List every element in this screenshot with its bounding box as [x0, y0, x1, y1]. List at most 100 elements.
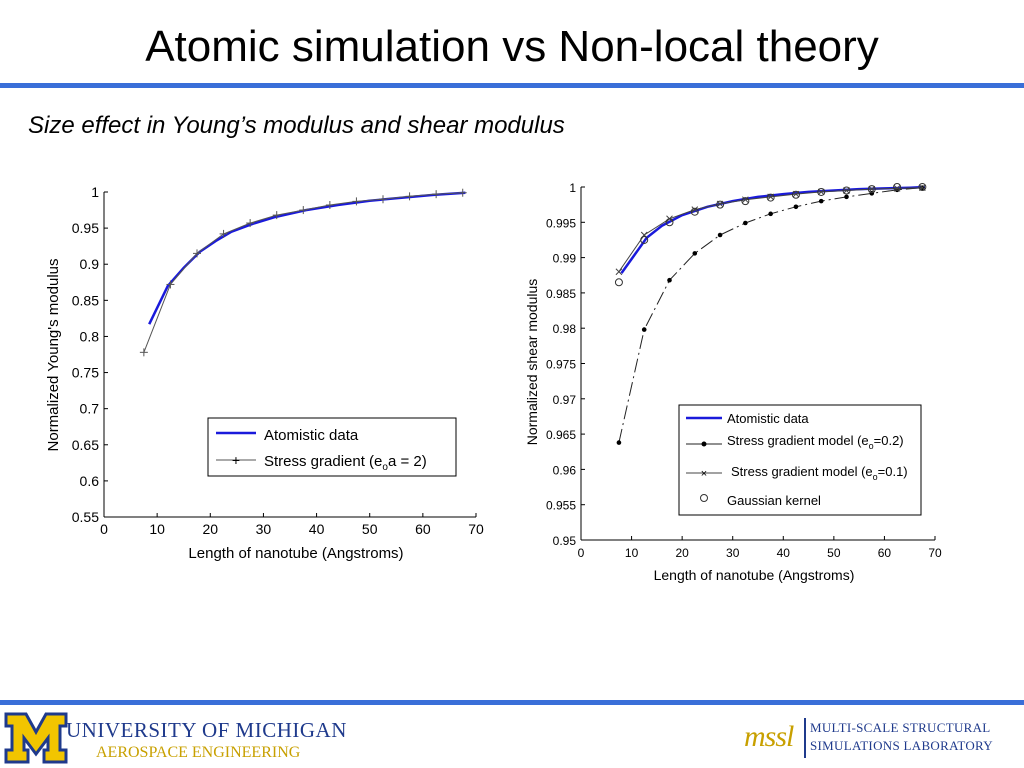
y-tick-label: 0.97 — [553, 393, 577, 407]
x-tick-label: 0 — [578, 546, 585, 560]
y-tick-label: 0.6 — [80, 473, 100, 489]
chart-legend: Atomistic data Stress gradient model (eo… — [678, 404, 922, 516]
legend-label-stress-02: Stress gradient model (eo=0.2) — [727, 433, 904, 451]
series-1-1-point — [768, 211, 773, 217]
series-0-1-point — [219, 229, 228, 238]
series-1-3-point — [690, 207, 699, 216]
footer-divider — [0, 700, 1024, 705]
y-tick-label: 0.95 — [553, 534, 577, 548]
department-name: AEROSPACE ENGINEERING — [96, 744, 301, 761]
series-1-3-point — [842, 186, 851, 195]
x-tick-label: 30 — [256, 521, 272, 537]
series-1-1-point — [717, 232, 723, 238]
y-tick-label: 0.955 — [546, 499, 576, 513]
x-tick-label: 60 — [878, 546, 892, 560]
x-tick-label: 10 — [625, 546, 639, 560]
chart-marks — [614, 183, 927, 445]
series-1-2-point — [691, 206, 699, 213]
series-1-3-point — [893, 183, 902, 191]
chart-marks — [139, 188, 467, 357]
y-tick-label: 1 — [91, 184, 99, 200]
y-tick-label: 0.985 — [546, 287, 576, 301]
series-1-2-line — [618, 187, 923, 272]
series-0-1-point — [193, 249, 201, 258]
y-tick-label: 0.8 — [80, 328, 100, 344]
series-1-3-point — [817, 187, 826, 196]
series-0-1-point — [272, 211, 281, 220]
series-1-3-point — [766, 193, 775, 202]
block-m-icon — [4, 712, 68, 764]
y-tick-label: 0.99 — [553, 252, 577, 266]
slide-title: Atomic simulation vs Non-local theory — [145, 22, 879, 71]
x-tick-label: 0 — [100, 521, 108, 537]
y-tick-label: 0.995 — [546, 216, 576, 230]
series-1-3-point — [640, 235, 649, 244]
legend-label-gaussian: Gaussian kernel — [727, 493, 821, 508]
series-0-1-point — [405, 192, 414, 201]
legend-marker-plus: + — [232, 452, 240, 468]
legend-label-atomistic: Atomistic data — [264, 427, 359, 444]
y-tick-label: 0.98 — [553, 322, 577, 336]
title-divider — [0, 83, 1024, 88]
chart-legend: Atomistic data + Stress gradient (eoa = … — [207, 417, 457, 477]
series-0-1-point — [166, 280, 175, 289]
y-tick-label: 0.7 — [80, 401, 100, 417]
y-tick-label: 0.85 — [72, 292, 99, 308]
lab-logo: mssl MULTI-SCALE STRUCTURAL SIMULATIONS … — [724, 716, 1014, 762]
y-tick-label: 0.9 — [80, 256, 100, 272]
series-1-3-point — [716, 200, 725, 209]
y-tick-label: 0.95 — [72, 220, 99, 236]
x-tick-label: 20 — [675, 546, 689, 560]
series-1-1-line — [618, 187, 923, 443]
x-tick-label: 50 — [827, 546, 841, 560]
series-1-3-point — [614, 278, 623, 287]
y-tick-label: 0.96 — [553, 463, 577, 477]
series-1-1-point — [641, 327, 647, 332]
lab-name-line1: MULTI-SCALE STRUCTURAL — [810, 720, 991, 735]
series-1-1-point — [667, 277, 672, 283]
series-1-3-point — [741, 197, 750, 206]
series-0-1-point — [458, 188, 467, 197]
series-1-2-point — [868, 185, 876, 193]
university-name: UNIVERSITY OF MICHIGAN — [66, 718, 347, 742]
x-tick-label: 60 — [415, 521, 431, 537]
series-0-1-point — [325, 201, 334, 209]
series-1-2-point — [615, 268, 623, 276]
y-tick-label: 0.75 — [72, 365, 99, 381]
series-1-1-point — [793, 204, 799, 210]
series-0-1-point — [139, 348, 148, 357]
series-0-1-point — [379, 195, 387, 204]
university-logo: UNIVERSITY OF MICHIGAN AEROSPACE ENGINEE… — [0, 706, 360, 768]
x-tick-label: 10 — [149, 521, 165, 537]
y-axis-label: Normalized Young's modulus — [45, 259, 62, 452]
legend-marker-dot — [701, 441, 707, 447]
series-1-3-point — [867, 185, 876, 194]
lab-name-line2: SIMULATIONS LABORATORY — [810, 738, 993, 753]
series-1-1-point — [692, 251, 698, 256]
x-tick-label: 50 — [362, 521, 378, 537]
x-tick-label: 20 — [202, 521, 218, 537]
y-tick-label: 1 — [569, 181, 576, 195]
y-tick-label: 0.55 — [72, 509, 99, 525]
x-tick-label: 70 — [928, 546, 942, 560]
series-1-3-point — [665, 218, 674, 227]
slide-subtitle: Size effect in Young’s modulus and shear… — [28, 112, 565, 139]
x-tick-label: 40 — [309, 521, 325, 537]
series-1-1-point — [844, 194, 849, 200]
mssl-logo-text: mssl — [744, 720, 794, 753]
y-tick-label: 0.965 — [546, 428, 576, 442]
series-0-1-point — [352, 197, 361, 206]
series-0-1-point — [246, 219, 255, 228]
series-0-1-point — [432, 190, 441, 199]
legend-box — [678, 404, 922, 516]
legend-marker-x: × — [701, 468, 707, 480]
series-1-1-point — [616, 440, 622, 445]
y-tick-label: 0.65 — [72, 437, 99, 453]
legend-marker-circle — [700, 494, 708, 502]
x-axis-label: Length of nanotube (Angstroms) — [654, 567, 855, 583]
series-1-3-point — [791, 190, 800, 199]
legend-box — [207, 417, 457, 477]
series-0-1-point — [299, 206, 308, 215]
